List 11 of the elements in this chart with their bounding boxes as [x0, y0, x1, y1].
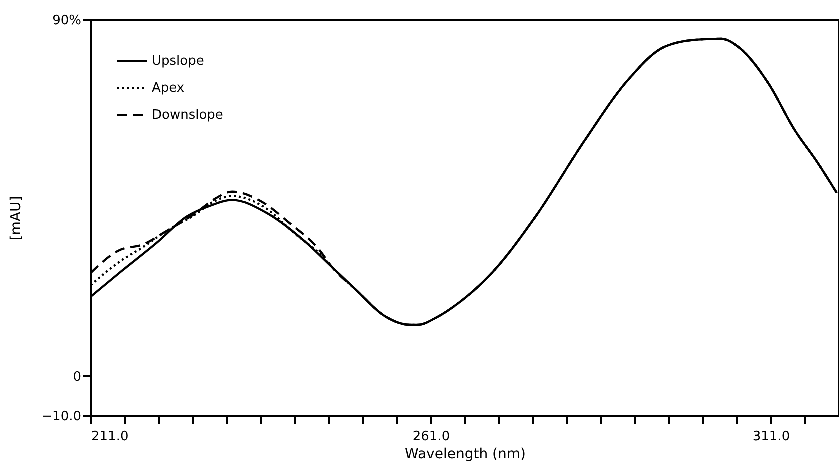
x-tick-label: 211.0: [92, 430, 129, 444]
x-tick-label: 311.0: [752, 430, 790, 444]
x-tick-label: 261.0: [412, 430, 450, 444]
legend-label: Upslope: [152, 54, 204, 69]
y-tick-label: −10.0: [42, 410, 82, 424]
y-tick-label: 0: [73, 370, 82, 385]
legend-label: Downslope: [152, 108, 224, 123]
y-axis-title: [mAU]: [8, 196, 25, 241]
y-tick-label: 90%: [52, 14, 82, 28]
x-axis-title: Wavelength (nm): [405, 446, 526, 462]
legend-label: Apex: [152, 81, 185, 96]
